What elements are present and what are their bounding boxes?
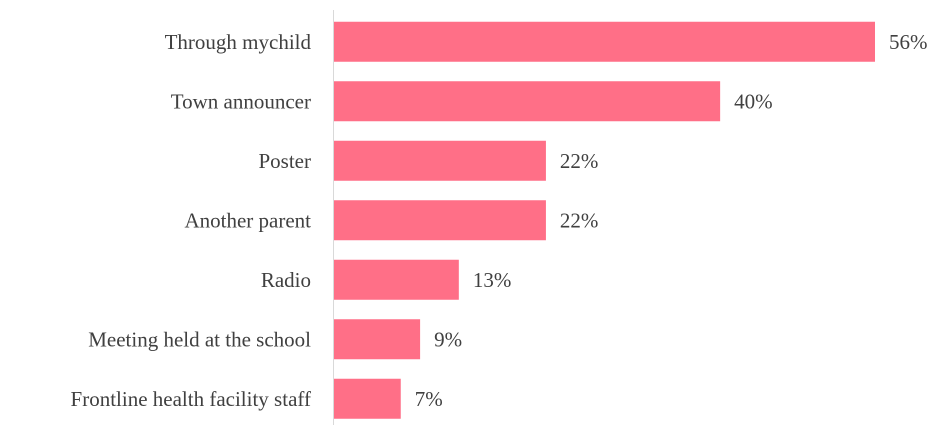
category-label-7: Frontline health facility staff xyxy=(71,387,311,411)
value-label-4: 22% xyxy=(560,208,599,232)
category-label-3: Poster xyxy=(259,149,312,173)
category-label-4: Another parent xyxy=(184,208,311,232)
value-label-2: 40% xyxy=(734,89,773,113)
bar-6 xyxy=(333,319,421,360)
bar-1 xyxy=(333,21,875,62)
category-label-2: Town announcer xyxy=(171,89,311,113)
category-label-6: Meeting held at the school xyxy=(88,327,311,351)
value-label-7: 7% xyxy=(415,387,443,411)
value-label-5: 13% xyxy=(473,268,512,292)
value-labels: 56% 40% 22% 22% 13% 9% 7% xyxy=(415,30,928,411)
value-label-6: 9% xyxy=(434,327,462,351)
bar-7 xyxy=(333,378,401,419)
value-label-1: 56% xyxy=(889,30,928,54)
category-label-5: Radio xyxy=(261,268,311,292)
bar-4 xyxy=(333,200,546,241)
bar-3 xyxy=(333,140,546,181)
category-labels: Through mychild Town announcer Poster Anoth… xyxy=(71,30,312,411)
bars-layer xyxy=(333,21,875,419)
category-label-1: Through mychild xyxy=(165,30,312,54)
bar-2 xyxy=(333,81,721,122)
bar-5 xyxy=(333,259,459,300)
value-label-3: 22% xyxy=(560,149,599,173)
